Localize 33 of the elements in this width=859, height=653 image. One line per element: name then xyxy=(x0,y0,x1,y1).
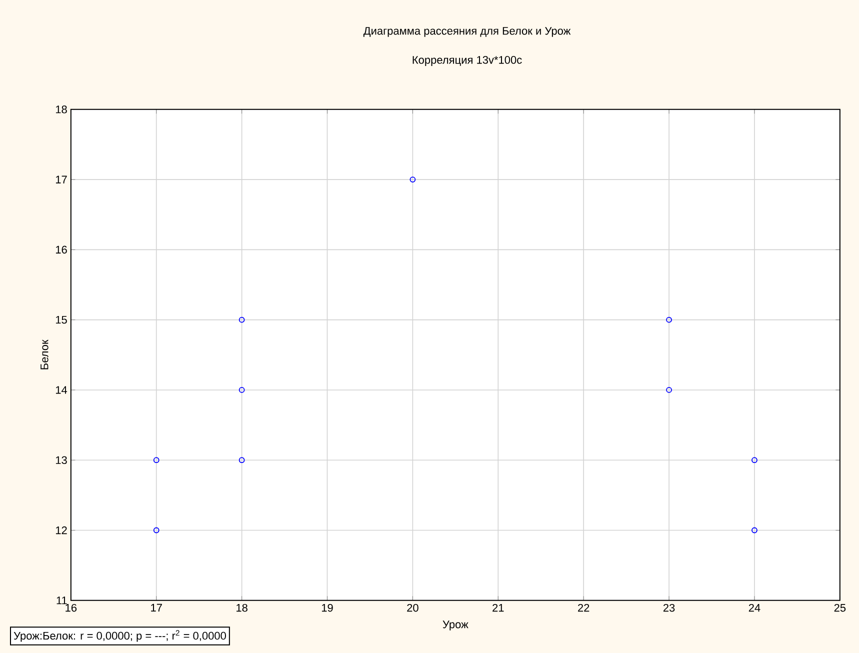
y-tick-label: 13 xyxy=(56,456,67,464)
point xyxy=(238,457,245,464)
x-tick-label: 24 xyxy=(748,604,760,612)
point xyxy=(153,457,160,464)
y-tick-label: 17 xyxy=(56,176,67,184)
point xyxy=(238,387,245,393)
chart-title: Диаграмма рассеяния для Белок и Урож xyxy=(363,27,571,37)
x-tick-label: 17 xyxy=(151,604,162,612)
x-tick-label: 21 xyxy=(492,604,504,612)
y-tick-label: 16 xyxy=(56,246,67,254)
y-axis-title: Белок xyxy=(40,340,48,370)
x-tick-label: 19 xyxy=(322,604,333,612)
point xyxy=(238,316,245,323)
chart-subtitle: Корреляция 13v*100c xyxy=(412,56,522,66)
y-tick-label: 12 xyxy=(56,526,67,534)
x-tick-label: 23 xyxy=(663,604,675,612)
x-axis-title: Урож xyxy=(442,620,468,630)
x-tick-label: 20 xyxy=(407,604,418,612)
x-tick-label: 16 xyxy=(66,604,77,612)
y-tick-label: 15 xyxy=(56,316,67,324)
x-tick-label: 25 xyxy=(834,604,846,612)
point xyxy=(410,176,416,182)
point xyxy=(752,457,758,464)
y-tick-label: 14 xyxy=(56,386,68,394)
point xyxy=(666,316,672,323)
x-tick-label: 18 xyxy=(236,604,248,612)
point xyxy=(666,387,672,393)
point xyxy=(153,527,160,534)
text: Урож:Белок: r = 0,0000; p = ---; r$^{2}$ = 0,0000 xyxy=(14,630,226,642)
x-tick-label: 22 xyxy=(578,604,590,612)
y-tick-label: 11 xyxy=(56,596,67,604)
y-tick-label: 18 xyxy=(56,106,67,114)
point xyxy=(752,527,758,534)
